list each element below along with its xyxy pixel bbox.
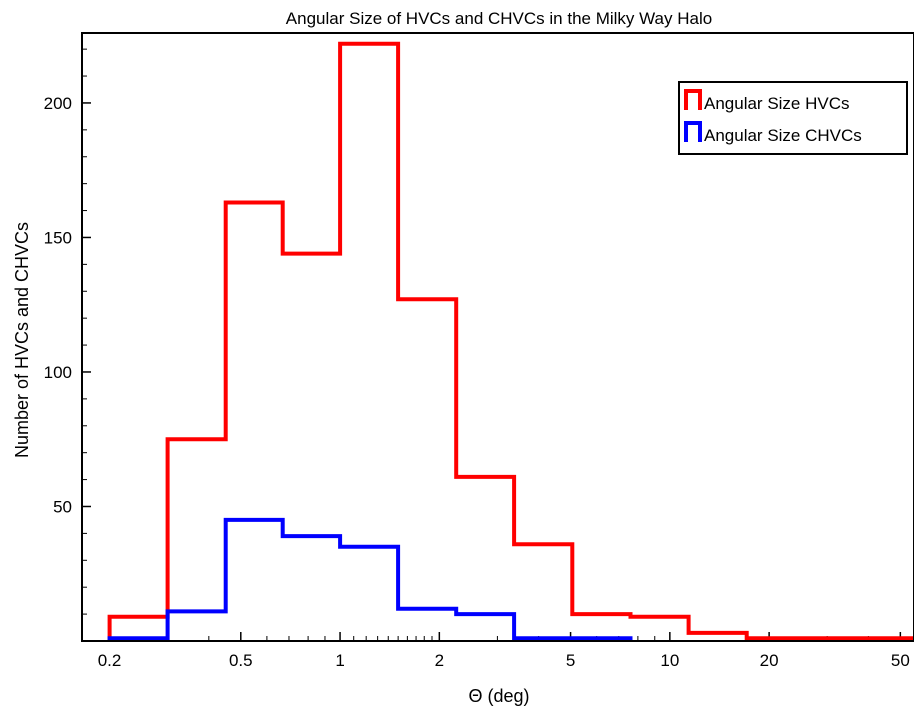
x-axis-label: Θ (deg) (468, 686, 529, 706)
x-tick-label: 5 (566, 651, 575, 670)
legend-swatch (684, 121, 702, 142)
x-tick-label: 0.2 (98, 651, 122, 670)
x-tick-label: 0.5 (229, 651, 253, 670)
legend-label: Angular Size HVCs (704, 94, 850, 113)
plot-frame (81, 32, 914, 642)
x-tick-label: 1 (335, 651, 344, 670)
series-line-hvcs (107, 41, 914, 641)
chart-title: Angular Size of HVCs and CHVCs in the Mi… (286, 9, 712, 28)
x-tick-label: 50 (891, 651, 910, 670)
y-tick-label: 100 (44, 363, 72, 382)
x-tick-label: 20 (760, 651, 779, 670)
y-axis-label: Number of HVCs and CHVCs (12, 222, 32, 458)
series-line-chvcs (107, 517, 633, 641)
series-layer (107, 41, 914, 641)
x-tick-label: 2 (435, 651, 444, 670)
y-tick-label: 200 (44, 94, 72, 113)
legend-swatch (684, 89, 702, 110)
y-tick-label: 150 (44, 228, 72, 247)
legend: Angular Size HVCs Angular Size CHVCs (678, 81, 908, 155)
y-tick-label: 50 (53, 497, 72, 516)
legend-label: Angular Size CHVCs (704, 126, 862, 145)
legend-box (678, 81, 908, 155)
x-tick-label: 10 (660, 651, 679, 670)
